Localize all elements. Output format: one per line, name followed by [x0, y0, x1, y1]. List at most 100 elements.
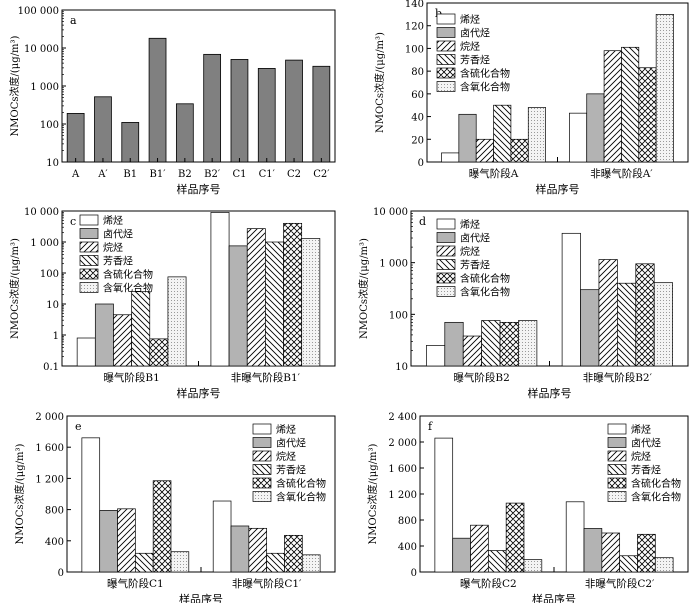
legend-label: 芳香烃: [460, 259, 490, 272]
bar: [230, 525, 250, 573]
bar: [301, 554, 321, 573]
bar: [230, 59, 249, 163]
bar: [619, 555, 638, 573]
bar: [527, 107, 546, 163]
y-tick-label: 10 000: [24, 44, 59, 55]
y-tick-label: 100: [389, 310, 408, 321]
panel-a: 10 100 1 000 10 000 100 000 NMOCs浓度/(μg/m³) 样品…: [8, 6, 336, 196]
legend-swatch: [436, 54, 456, 65]
legend-label: 芳香烃: [460, 54, 490, 67]
y-tick-label: 20: [411, 135, 424, 146]
panel-c: 0.1 1 10 100 1 000 10 000 NMOCs浓度/(μg/m³) 样品序号 c…: [8, 207, 336, 400]
y-tick-label: 80: [411, 67, 424, 78]
bar: [518, 320, 538, 367]
legend-swatch: [436, 67, 456, 79]
x-axis-label: 样品序号: [536, 182, 580, 196]
bar: [121, 122, 140, 163]
legend-label: 卤代烃: [631, 437, 661, 450]
y-tick-label: 10 000: [24, 207, 59, 218]
bar: [621, 46, 640, 163]
bar: [246, 228, 266, 367]
legend-label: 含硫化合物: [460, 272, 510, 285]
legend-label: 含硫化合物: [631, 477, 681, 490]
bar: [561, 232, 581, 367]
bar: [653, 282, 673, 367]
x-tick-label: 曝气阶段C1: [107, 577, 164, 590]
y-tick-label: 1 200: [388, 490, 417, 501]
bar: [94, 96, 112, 163]
x-tick-label: 非曝气阶段B1′: [231, 371, 301, 384]
y-tick-label: 120: [405, 22, 424, 33]
y-tick-label: 1 200: [35, 474, 64, 485]
legend-label: 含氧化合物: [631, 491, 681, 504]
legend-label: 卤代烃: [460, 232, 490, 245]
legend-swatch: [436, 27, 456, 38]
bar: [210, 212, 230, 367]
y-tick-label: 400: [398, 542, 417, 553]
bar: [117, 508, 136, 573]
legend-label: 烯烃: [460, 13, 480, 26]
bar: [134, 552, 154, 573]
legend-swatch: [436, 245, 456, 257]
legend-label: 烯烃: [103, 214, 123, 227]
bar: [312, 65, 331, 163]
legend-label: 烯烃: [460, 218, 480, 231]
panel-b: 0 20 40 60 80 100 120 140 NMOCs浓度/(μg/m³) 样品序号 b 曝气…: [373, 0, 689, 196]
y-tick-label: 2 000: [388, 438, 417, 449]
bar: [434, 437, 454, 573]
bar: [285, 59, 303, 163]
legend-swatch: [252, 437, 272, 448]
bar: [462, 335, 482, 367]
y-tick-label: 800: [398, 516, 417, 527]
legend-label: 卤代烃: [276, 437, 306, 450]
legend-swatch: [607, 464, 627, 475]
legend-swatch: [79, 241, 99, 253]
bar: [152, 480, 172, 573]
legend-swatch: [79, 255, 99, 266]
y-tick-label: 1 000: [30, 238, 59, 249]
y-axis-label: NMOCs浓度/(μg/m³): [373, 32, 386, 133]
legend-swatch: [436, 13, 456, 25]
y-tick-label: 10: [46, 300, 59, 311]
y-tick-label: 1 000: [30, 82, 59, 93]
bar: [66, 113, 85, 163]
bar: [510, 138, 529, 163]
bar: [569, 112, 588, 163]
bar: [586, 93, 605, 163]
bar: [505, 502, 525, 573]
y-axis-label: NMOCs浓度/(μg/m³): [8, 35, 21, 136]
legend-swatch: [607, 491, 627, 502]
bar: [284, 534, 303, 573]
legend-swatch: [252, 423, 272, 435]
panel-letter: e: [75, 420, 82, 433]
legend-swatch: [436, 40, 456, 52]
legend-label: 烷烃: [460, 245, 480, 258]
y-axis-label: NMOCs浓度/(μg/m³): [8, 238, 21, 339]
x-tick-label: B2′: [204, 169, 221, 180]
legend-swatch: [607, 423, 627, 435]
legend-label: 烷烃: [276, 450, 296, 463]
bar: [603, 50, 622, 163]
x-tick-label: 非曝气阶段C1′: [232, 577, 302, 590]
bar: [523, 559, 543, 573]
y-tick-label: 0.1: [43, 362, 59, 373]
panel-f: 0 400 800 1 200 1 600 2 000 2 400 NMOCs浓度/(μg/m…: [366, 412, 689, 603]
legend-swatch: [252, 477, 272, 489]
x-axis-label: 样品序号: [179, 592, 223, 603]
bar: [257, 68, 276, 163]
y-tick-label: 10: [46, 158, 59, 169]
bar: [283, 222, 303, 367]
y-tick-label: 60: [411, 90, 424, 101]
y-tick-label: 0: [418, 158, 424, 169]
legend-swatch: [436, 232, 456, 243]
y-tick-label: 0: [411, 568, 417, 579]
x-tick-label: 曝气阶段B1: [103, 371, 159, 384]
y-axis-label: NMOCs浓度/(μg/m³): [366, 443, 379, 544]
legend-swatch: [79, 228, 99, 239]
y-tick-label: 2 400: [388, 412, 417, 423]
bar: [131, 291, 151, 367]
panel-e: 0 400 800 1 200 1 600 2 000 NMOCs浓度/(μg/m³) 样品序…: [13, 412, 336, 603]
legend-swatch: [607, 437, 627, 448]
x-tick-label: B1: [123, 169, 137, 180]
